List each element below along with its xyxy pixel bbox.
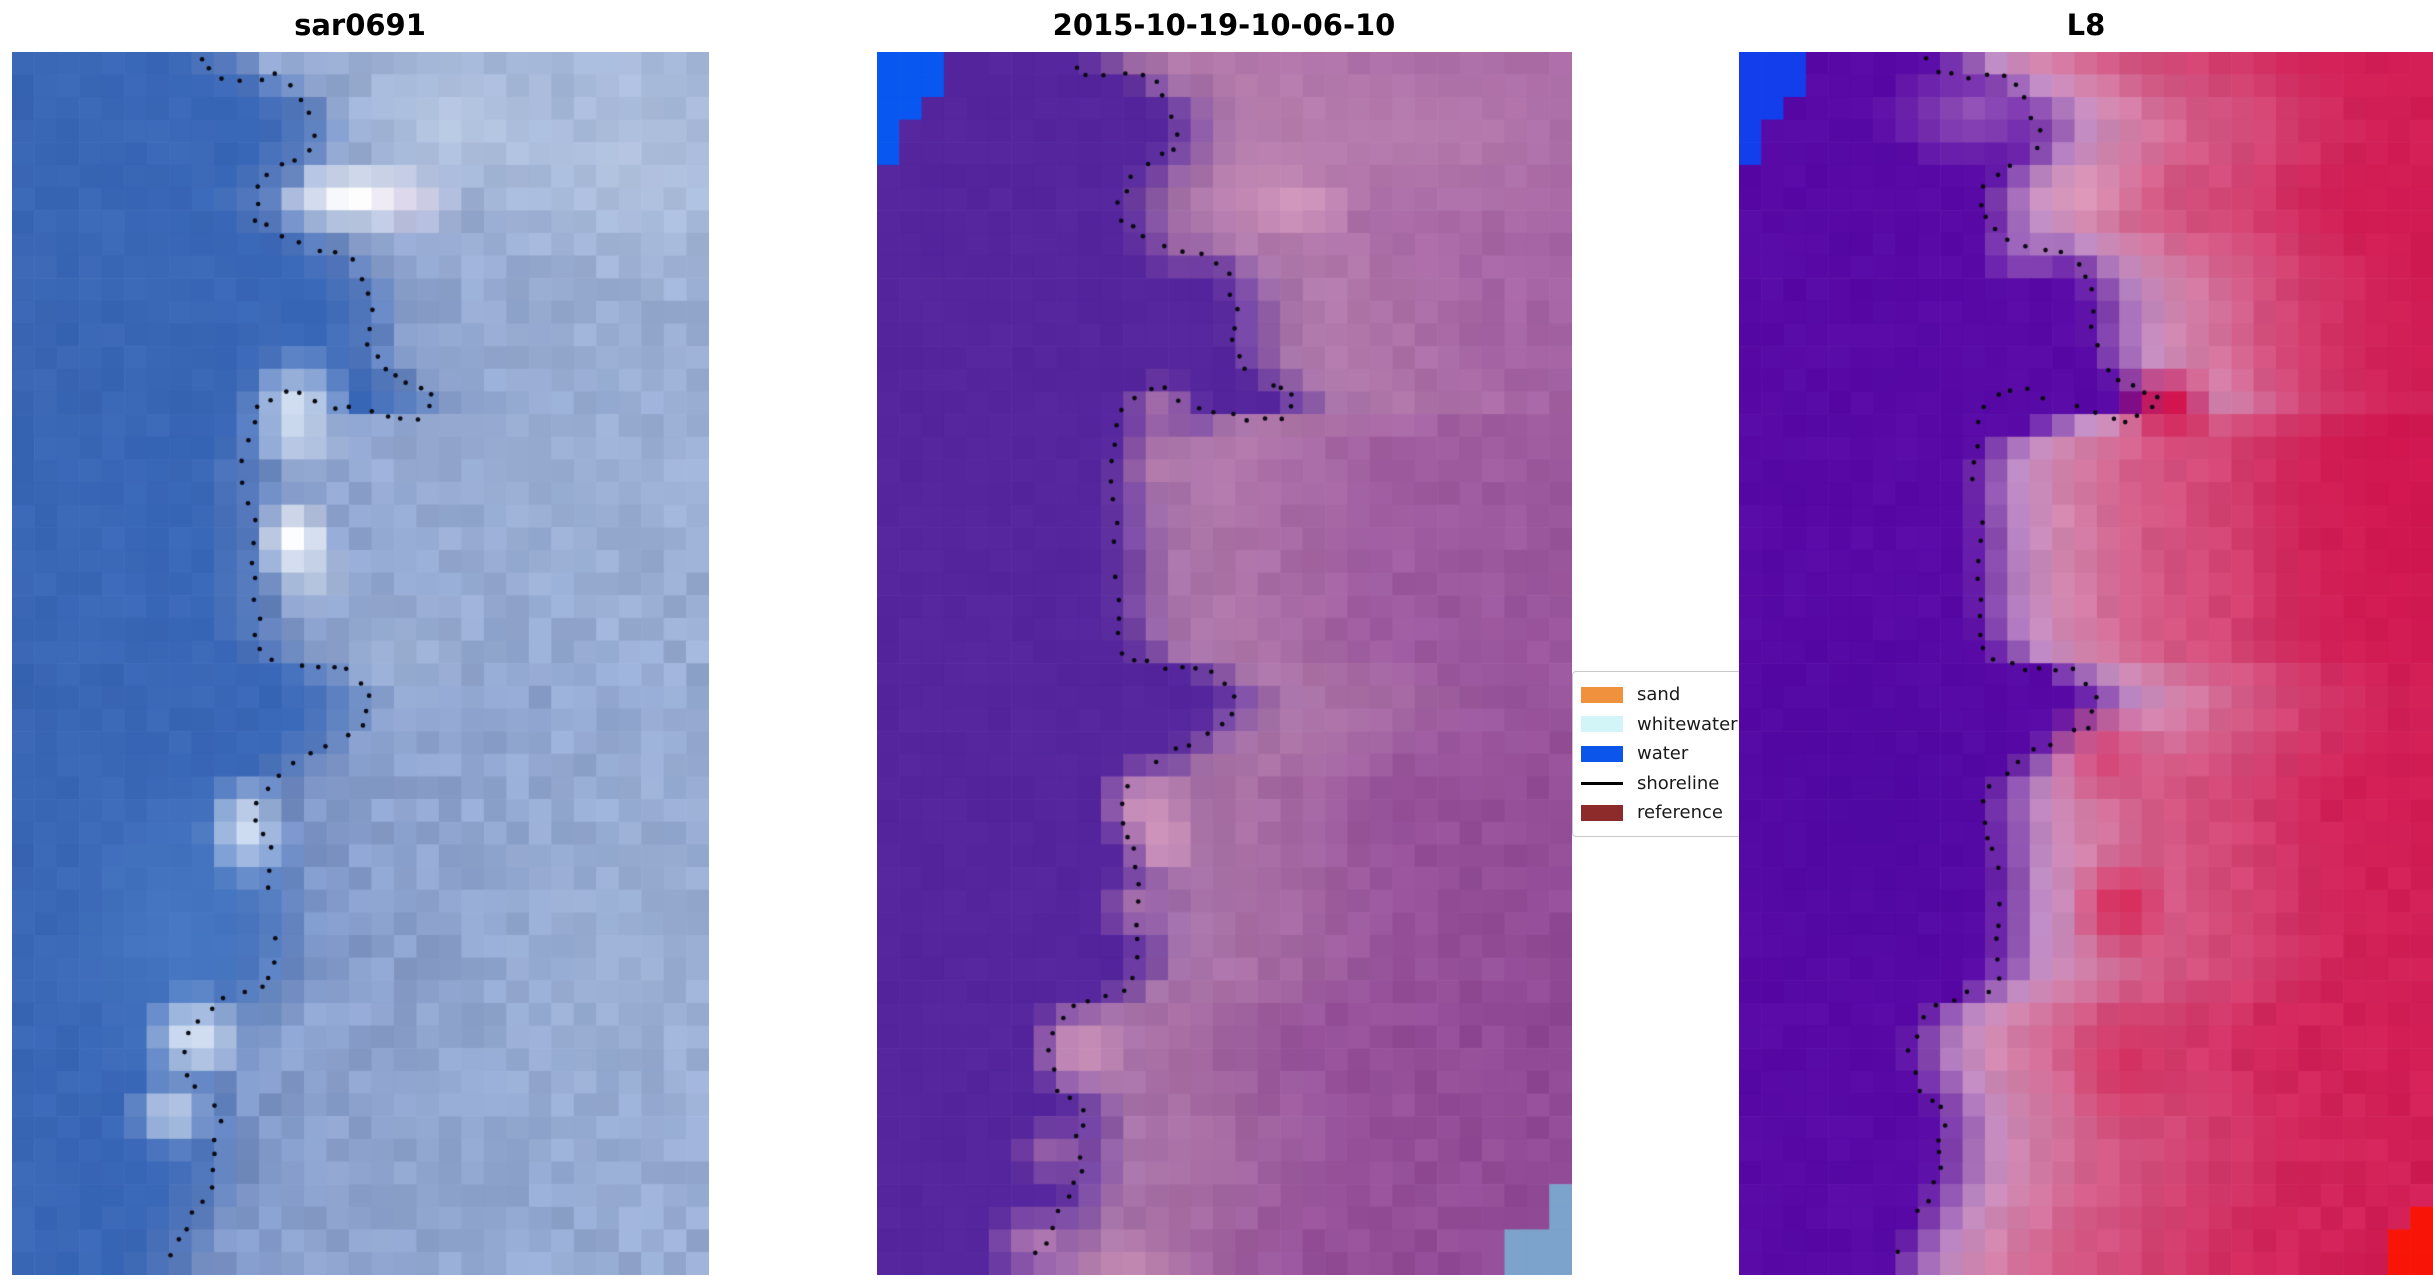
panel-title-l8: L8 [2066, 8, 2106, 42]
landsat8-image-panel [1739, 52, 2433, 1275]
classified-image-panel [877, 52, 1572, 1275]
legend-label: whitewater [1637, 713, 1738, 735]
legend-label: water [1637, 743, 1689, 765]
panel-title-date: 2015-10-19-10-06-10 [1052, 8, 1396, 42]
legend-label: sand [1637, 684, 1681, 706]
shoreline-line-icon [1581, 781, 1623, 785]
legend-item-sand: sand [1581, 680, 1772, 710]
legend-label: shoreline [1637, 772, 1720, 794]
sand-swatch-icon [1581, 686, 1623, 703]
legend-item-whitewater: whitewater [1581, 710, 1772, 740]
water-swatch-icon [1581, 745, 1623, 762]
panel-title-sar: sar0691 [294, 8, 426, 42]
legend-item-reference: reference [1581, 798, 1772, 828]
legend-item-shoreline: shoreline [1581, 769, 1772, 799]
legend-label: reference [1637, 802, 1723, 824]
legend-item-water: water [1581, 739, 1772, 769]
whitewater-swatch-icon [1581, 716, 1623, 733]
reference-swatch-icon [1581, 804, 1623, 821]
sar-image-panel [12, 52, 709, 1275]
